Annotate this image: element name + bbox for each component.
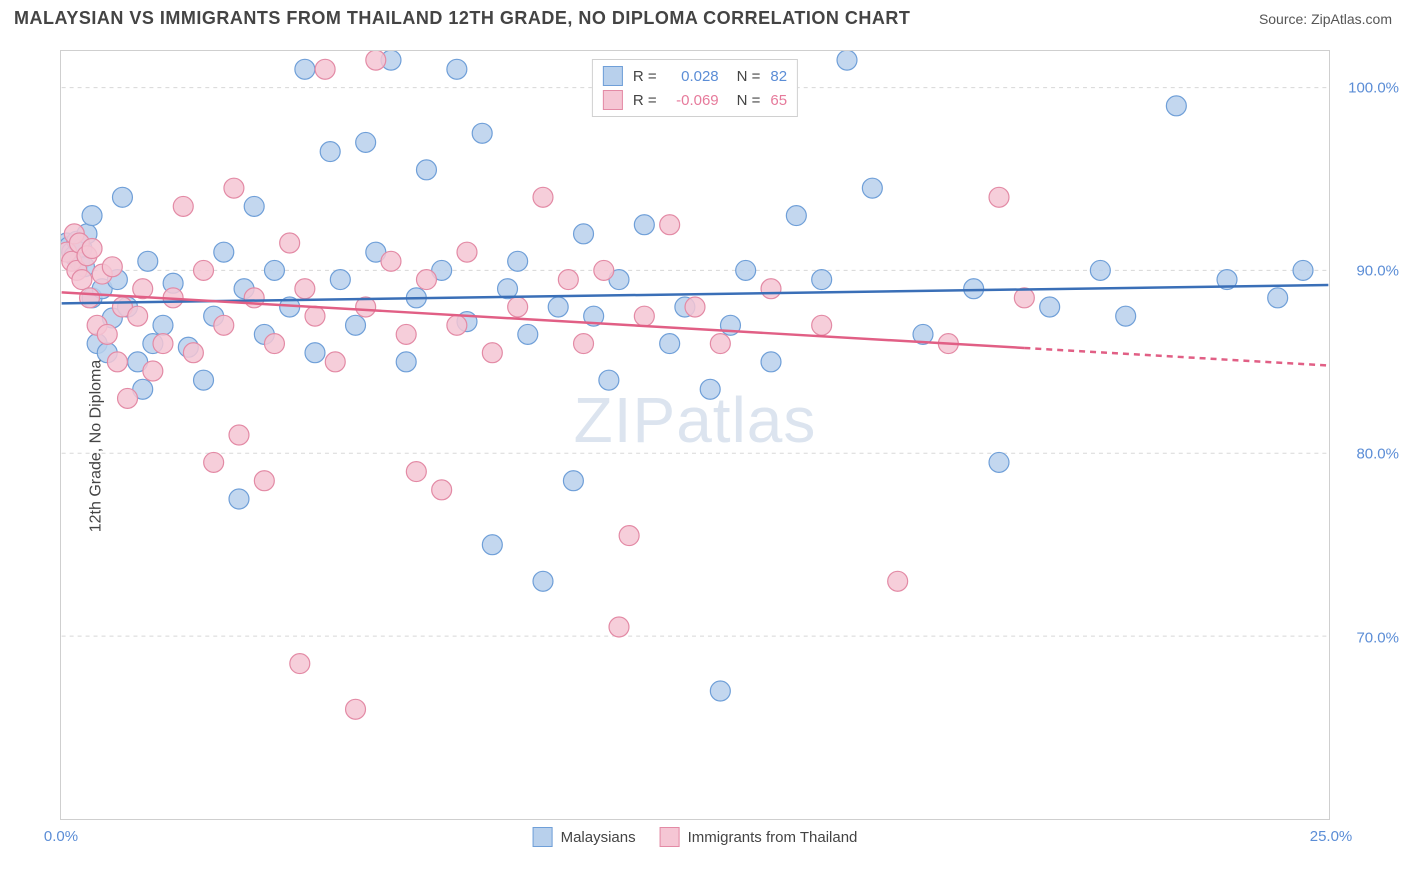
y-tick-label: 70.0%	[1356, 629, 1399, 646]
legend-item: Malaysians	[533, 827, 636, 847]
swatch-icon	[533, 827, 553, 847]
swatch-icon	[660, 827, 680, 847]
x-edge-left: 0.0%	[44, 828, 78, 845]
legend-label: Immigrants from Thailand	[688, 829, 858, 846]
legend-label: Malaysians	[561, 829, 636, 846]
n-label: N =	[737, 92, 761, 109]
legend-row: R = 0.028 N = 82	[603, 64, 787, 88]
legend-correlation: R = 0.028 N = 82 R = -0.069 N = 65	[592, 59, 798, 117]
scatter-chart: ZIPatlas R =0.028N =82R =-0.069N =65 Mal…	[60, 50, 1330, 820]
swatch-icon	[603, 66, 623, 86]
r-label: R =	[633, 92, 657, 109]
r-label: R =	[633, 68, 657, 85]
y-tick-label: 90.0%	[1356, 263, 1399, 280]
source-label: Source: ZipAtlas.com	[1259, 11, 1392, 27]
y-axis-label: 12th Grade, No Diploma	[87, 360, 105, 533]
title-bar: MALAYSIAN VS IMMIGRANTS FROM THAILAND 12…	[0, 0, 1406, 33]
swatch-icon	[603, 90, 623, 110]
y-tick-label: 80.0%	[1356, 446, 1399, 463]
r-value: -0.069	[667, 92, 719, 109]
legend-row: R = -0.069 N = 65	[603, 88, 787, 112]
plot-svg	[61, 51, 1329, 819]
y-tick-label: 100.0%	[1348, 79, 1399, 96]
legend-item: Immigrants from Thailand	[660, 827, 858, 847]
n-value: 65	[770, 92, 787, 109]
chart-title: MALAYSIAN VS IMMIGRANTS FROM THAILAND 12…	[14, 8, 910, 29]
x-edge-right: 25.0%	[1310, 828, 1353, 845]
n-label: N =	[737, 68, 761, 85]
n-value: 82	[770, 68, 787, 85]
legend-series: Malaysians Immigrants from Thailand	[533, 827, 858, 847]
r-value: 0.028	[667, 68, 719, 85]
